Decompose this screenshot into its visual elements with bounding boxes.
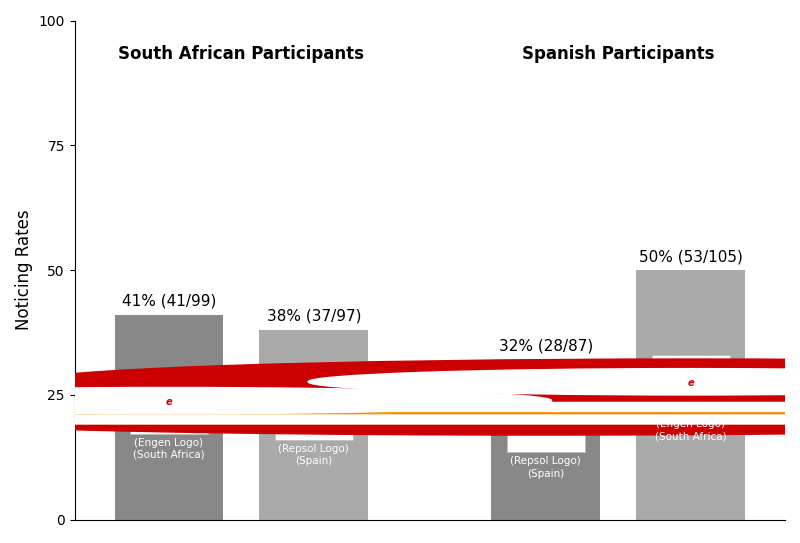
Text: e: e — [166, 397, 172, 407]
Circle shape — [30, 359, 800, 405]
Bar — [506, 393, 585, 452]
Polygon shape — [0, 392, 800, 407]
Text: e: e — [687, 378, 694, 388]
Text: (Engen Logo)
(South Africa): (Engen Logo) (South Africa) — [655, 419, 726, 441]
Bar — [130, 374, 208, 433]
Text: Spanish Participants: Spanish Participants — [522, 46, 714, 64]
Polygon shape — [0, 407, 800, 422]
Bar — [491, 360, 600, 520]
Bar — [259, 330, 368, 520]
Bar — [274, 380, 353, 440]
Y-axis label: Noticing Rates: Noticing Rates — [15, 210, 33, 330]
FancyBboxPatch shape — [0, 414, 800, 425]
Text: 32% (28/87): 32% (28/87) — [498, 339, 593, 354]
Bar — [114, 315, 223, 520]
Text: 41% (41/99): 41% (41/99) — [122, 294, 216, 309]
Text: 38% (37/97): 38% (37/97) — [266, 309, 361, 324]
Circle shape — [308, 369, 800, 395]
Bar — [637, 270, 745, 520]
Polygon shape — [0, 420, 800, 435]
Bar — [652, 355, 730, 415]
Text: 50% (53/105): 50% (53/105) — [639, 249, 742, 264]
Text: (Repsol Logo)
(Spain): (Repsol Logo) (Spain) — [510, 457, 581, 479]
Text: (Repsol Logo)
(Spain): (Repsol Logo) (Spain) — [278, 444, 350, 466]
Text: (Engen Logo)
(South Africa): (Engen Logo) (South Africa) — [133, 438, 205, 460]
Circle shape — [0, 388, 552, 414]
Circle shape — [0, 378, 800, 424]
FancyBboxPatch shape — [0, 402, 800, 412]
Text: South African Participants: South African Participants — [118, 46, 364, 64]
Polygon shape — [0, 404, 800, 420]
